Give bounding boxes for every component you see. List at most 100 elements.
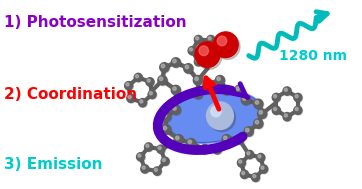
Circle shape <box>208 59 211 62</box>
Circle shape <box>272 106 280 114</box>
Circle shape <box>171 85 181 95</box>
Circle shape <box>253 174 256 178</box>
Circle shape <box>163 125 172 135</box>
Circle shape <box>172 86 181 95</box>
Circle shape <box>187 139 197 149</box>
Circle shape <box>235 135 244 144</box>
Circle shape <box>254 99 263 109</box>
Circle shape <box>173 59 176 63</box>
Circle shape <box>209 104 235 132</box>
Circle shape <box>254 100 264 109</box>
Circle shape <box>236 87 240 91</box>
Circle shape <box>147 79 150 82</box>
Circle shape <box>273 107 281 115</box>
Circle shape <box>258 155 261 158</box>
Circle shape <box>215 75 224 85</box>
Circle shape <box>243 97 246 100</box>
Circle shape <box>235 85 244 95</box>
Circle shape <box>294 93 302 102</box>
Circle shape <box>197 44 222 69</box>
Text: 3) Emission: 3) Emission <box>4 157 103 172</box>
Circle shape <box>141 165 149 173</box>
Circle shape <box>272 93 280 102</box>
Circle shape <box>158 75 167 85</box>
Circle shape <box>159 76 168 86</box>
Circle shape <box>146 78 154 86</box>
Circle shape <box>242 171 245 175</box>
Circle shape <box>157 145 165 153</box>
Circle shape <box>127 95 135 103</box>
Circle shape <box>237 159 245 167</box>
Circle shape <box>212 144 222 154</box>
Circle shape <box>163 113 167 117</box>
Circle shape <box>194 90 203 99</box>
Circle shape <box>207 58 215 67</box>
Circle shape <box>171 105 181 115</box>
Circle shape <box>193 89 202 99</box>
Circle shape <box>195 42 220 67</box>
Circle shape <box>161 157 169 165</box>
Circle shape <box>147 78 155 87</box>
Circle shape <box>150 92 152 95</box>
Circle shape <box>260 165 268 173</box>
Circle shape <box>252 173 260 181</box>
Circle shape <box>172 58 181 68</box>
Circle shape <box>195 37 199 40</box>
Circle shape <box>160 63 170 73</box>
Circle shape <box>157 146 165 154</box>
Circle shape <box>184 64 193 73</box>
Circle shape <box>273 94 281 102</box>
Circle shape <box>207 58 215 66</box>
Circle shape <box>235 135 244 145</box>
Circle shape <box>139 98 147 107</box>
Circle shape <box>211 106 221 117</box>
Circle shape <box>195 77 198 81</box>
Circle shape <box>153 167 161 175</box>
Circle shape <box>185 65 189 69</box>
Circle shape <box>202 146 205 149</box>
Circle shape <box>186 139 196 148</box>
Circle shape <box>224 87 227 91</box>
Circle shape <box>294 107 303 115</box>
Circle shape <box>217 77 220 81</box>
Circle shape <box>252 174 260 182</box>
Circle shape <box>245 128 249 132</box>
Circle shape <box>154 168 157 171</box>
Text: 2) Coordination: 2) Coordination <box>4 87 138 102</box>
Text: 1) Photosensitization: 1) Photosensitization <box>4 15 187 30</box>
Circle shape <box>245 127 254 137</box>
Circle shape <box>283 112 291 121</box>
Circle shape <box>213 145 222 155</box>
Circle shape <box>162 158 170 166</box>
Circle shape <box>163 158 165 162</box>
Circle shape <box>255 120 259 124</box>
Circle shape <box>144 143 153 151</box>
Circle shape <box>127 94 135 102</box>
Circle shape <box>217 36 227 46</box>
Circle shape <box>214 146 218 149</box>
Circle shape <box>184 64 194 74</box>
Circle shape <box>154 168 162 176</box>
Circle shape <box>246 151 254 159</box>
Circle shape <box>125 81 133 90</box>
Circle shape <box>125 82 133 91</box>
Circle shape <box>224 136 227 140</box>
Circle shape <box>205 81 208 84</box>
Circle shape <box>146 144 149 147</box>
Circle shape <box>214 47 222 55</box>
Circle shape <box>200 144 209 154</box>
Circle shape <box>284 88 287 91</box>
Circle shape <box>258 110 268 119</box>
Circle shape <box>195 91 198 94</box>
Circle shape <box>257 109 267 119</box>
Circle shape <box>172 106 181 115</box>
Circle shape <box>158 146 161 149</box>
Circle shape <box>207 102 233 129</box>
Circle shape <box>194 35 202 44</box>
Circle shape <box>149 91 157 99</box>
Circle shape <box>223 135 232 145</box>
Circle shape <box>128 95 131 99</box>
Circle shape <box>295 95 298 98</box>
Circle shape <box>261 166 264 169</box>
Circle shape <box>161 64 165 68</box>
